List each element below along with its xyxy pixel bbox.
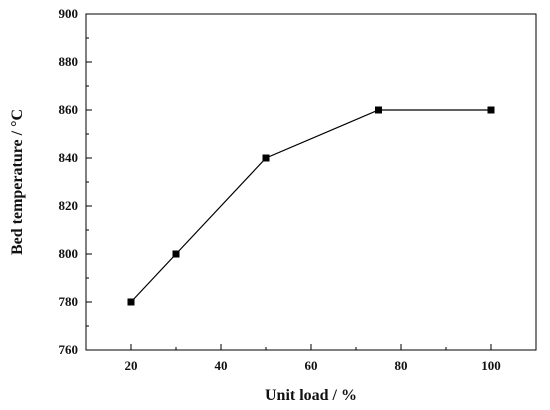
x-tick-label: 40: [215, 358, 228, 373]
y-tick-label: 900: [59, 6, 79, 21]
data-point-0: [127, 298, 135, 306]
y-tick-label: 780: [59, 294, 79, 309]
data-point-4: [487, 106, 495, 114]
y-tick-label: 760: [59, 342, 79, 357]
x-axis-title: Unit load / %: [265, 387, 357, 404]
y-tick-label: 860: [59, 102, 79, 117]
data-point-2: [262, 154, 270, 162]
data-point-1: [172, 250, 180, 258]
data-point-3: [375, 106, 382, 114]
plot-frame: [85, 13, 537, 351]
x-tick-label: 100: [481, 358, 501, 373]
series-layer: [127, 106, 495, 306]
y-tick-label: 820: [59, 198, 79, 213]
x-tick-label: 80: [395, 358, 408, 373]
y-tick-label: 880: [59, 54, 79, 69]
y-tick-label: 800: [59, 246, 79, 261]
series-line-0: [130, 109, 491, 303]
y-tick-label: 840: [59, 150, 79, 165]
x-tick-label: 20: [125, 358, 138, 373]
x-tick-label: 60: [305, 358, 318, 373]
y-axis: 760 780 800 820 840 860 880 900: [59, 6, 92, 357]
x-axis: 20 40 60 80 100: [85, 344, 537, 373]
y-axis-title: Bed temperature / °C: [9, 109, 26, 255]
